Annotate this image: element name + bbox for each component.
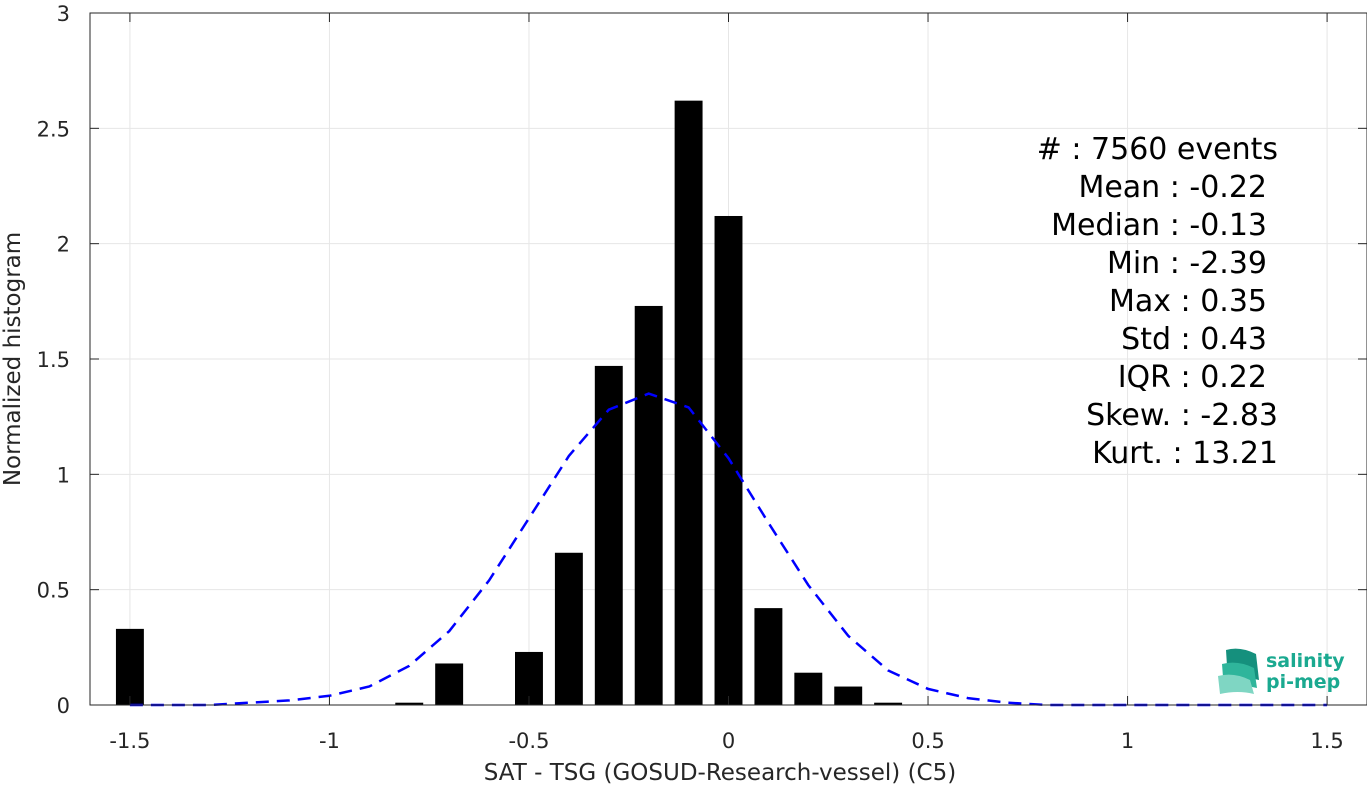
- histogram-bar: [395, 702, 424, 705]
- stats-line: IQR : 0.22: [1118, 360, 1267, 395]
- y-axis-label: Normalized histogram: [0, 232, 26, 486]
- stats-line: Min : -2.39: [1107, 246, 1267, 281]
- x-tick-label: -1.5: [109, 729, 150, 753]
- y-tick-label: 1.5: [37, 348, 70, 372]
- stats-line: Mean : -0.22: [1078, 170, 1267, 205]
- x-tick-label: 0: [722, 729, 735, 753]
- logo-text-pi-mep: pi-mep: [1266, 671, 1340, 693]
- axis-ticks: -1.5 -1 -0.5 0 0.5 1 1.5 0 0.5 1 1.5 2 2.5 3: [37, 2, 1367, 753]
- histogram-bar: [794, 672, 823, 705]
- y-tick-label: 0: [57, 694, 70, 718]
- stats-line: Kurt. : 13.21: [1092, 436, 1278, 471]
- histogram-bar: [834, 686, 863, 705]
- y-tick-label: 3: [57, 2, 70, 26]
- salinity-pi-mep-logo: salinity pi-mep: [1218, 648, 1345, 694]
- stats-line: Max : 0.35: [1109, 284, 1267, 319]
- x-tick-label: 0.5: [911, 729, 944, 753]
- x-tick-label: -1: [319, 729, 340, 753]
- histogram-bar: [554, 552, 583, 705]
- y-tick-label: 2: [57, 233, 70, 257]
- y-tick-label: 0.5: [37, 579, 70, 603]
- histogram-bar: [435, 663, 464, 705]
- wave-logo-icon: [1218, 648, 1259, 694]
- stats-line: Skew. : -2.83: [1086, 398, 1278, 433]
- y-tick-label: 2.5: [37, 117, 70, 141]
- histogram-bar: [754, 608, 783, 705]
- x-tick-label: -0.5: [508, 729, 549, 753]
- x-axis-label: SAT - TSG (GOSUD-Research-vessel) (C5): [484, 760, 956, 785]
- histogram-bar: [674, 100, 703, 706]
- x-tick-label: 1.5: [1310, 729, 1343, 753]
- logo-text-salinity: salinity: [1266, 650, 1345, 672]
- histogram-bar: [115, 628, 144, 705]
- histogram-bar: [594, 365, 623, 705]
- gaussian-fit-curve: [129, 392, 1328, 707]
- x-tick-label: 1: [1121, 729, 1134, 753]
- histogram-bar: [874, 702, 903, 705]
- y-tick-label: 1: [57, 463, 70, 487]
- stats-line: Std : 0.43: [1121, 322, 1267, 357]
- stats-line: Median : -0.13: [1051, 208, 1267, 243]
- histogram-bar: [634, 305, 663, 705]
- stats-line: # : 7560 events: [1037, 132, 1278, 167]
- histogram-bars: [115, 100, 903, 706]
